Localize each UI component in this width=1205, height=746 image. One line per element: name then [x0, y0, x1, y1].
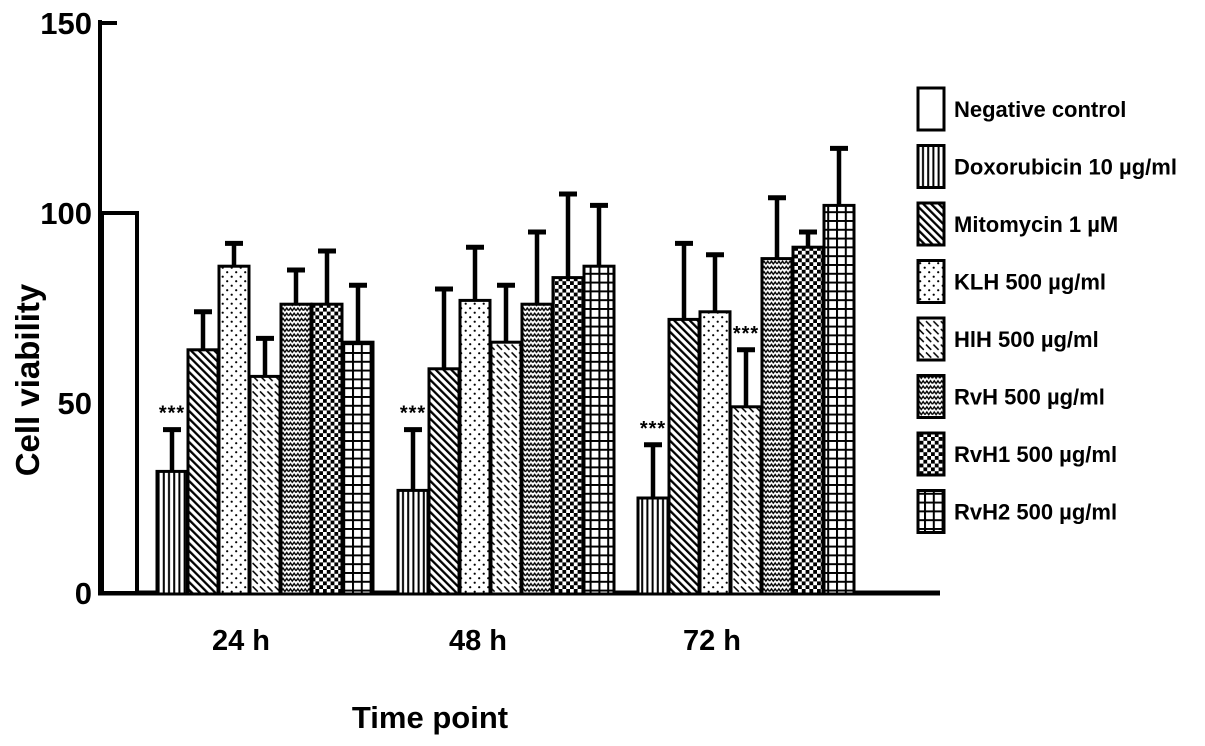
legend-label: Negative control	[954, 97, 1126, 122]
x-category-label: 48 h	[449, 625, 507, 657]
y-axis-title: Cell viability	[9, 283, 46, 477]
significance-marker: ***	[733, 323, 759, 345]
bar-diagonal-dashes-72h	[729, 405, 763, 596]
bar-dots-72h	[698, 310, 732, 596]
bar-zigzag-48h	[520, 302, 554, 596]
legend-swatch-grid	[916, 489, 946, 534]
legend-swatch-diagonal-lines	[916, 201, 946, 247]
y-tick-label: 0	[75, 576, 92, 611]
bar-zigzag-24h	[279, 302, 313, 596]
significance-marker: ***	[159, 403, 185, 425]
legend-label: KLH 500 µg/ml	[954, 270, 1106, 295]
bar-grid-72h	[822, 203, 856, 596]
legend-label: HlH 500 µg/ml	[954, 327, 1099, 352]
bar-zigzag-72h	[760, 257, 794, 596]
legend-swatch-zigzag	[916, 374, 946, 419]
legend-swatch-vertical-lines	[916, 144, 946, 189]
legend-swatch-dots	[916, 259, 946, 304]
bar-diagonal-lines-72h	[667, 317, 701, 596]
bar-negative-control	[100, 211, 139, 595]
legend-swatch-checkerboard	[916, 431, 946, 477]
significance-marker: ***	[640, 418, 666, 440]
y-tick-label: 50	[58, 386, 92, 421]
legend-label: RvH2 500 µg/ml	[954, 500, 1117, 525]
bar-checkerboard-72h	[791, 245, 825, 596]
y-tick-label: 150	[40, 6, 92, 41]
bar-diagonal-lines-48h	[427, 367, 461, 596]
legend-label: RvH1 500 µg/ml	[954, 442, 1117, 467]
bar-diagonal-dashes-48h	[489, 340, 523, 596]
bar-vertical-lines-72h	[636, 496, 670, 596]
bar-vertical-lines-48h	[396, 488, 430, 596]
legend-label: Doxorubicin 10 µg/ml	[954, 155, 1177, 180]
bar-checkerboard-24h	[310, 302, 344, 596]
legend-label: RvH 500 µg/ml	[954, 385, 1105, 410]
x-axis-title: Time point	[351, 700, 509, 735]
bar-grid-48h	[582, 264, 616, 596]
bar-diagonal-dashes-24h	[248, 374, 282, 596]
x-category-label: 72 h	[683, 625, 741, 657]
significance-marker: ***	[400, 403, 426, 425]
legend-label: Mitomycin 1 µM	[954, 212, 1118, 237]
bar-grid-24h	[341, 340, 375, 596]
y-tick-label: 100	[40, 196, 92, 231]
bar-diagonal-lines-24h	[186, 348, 220, 596]
bar-dots-48h	[458, 298, 492, 596]
bar-dots-24h	[217, 264, 251, 596]
legend-swatch-diagonal-dashes	[916, 316, 946, 362]
legend-swatch-plain	[916, 86, 946, 132]
bar-vertical-lines-24h	[155, 469, 189, 596]
bar-checkerboard-48h	[551, 276, 585, 596]
x-category-label: 24 h	[212, 625, 270, 657]
